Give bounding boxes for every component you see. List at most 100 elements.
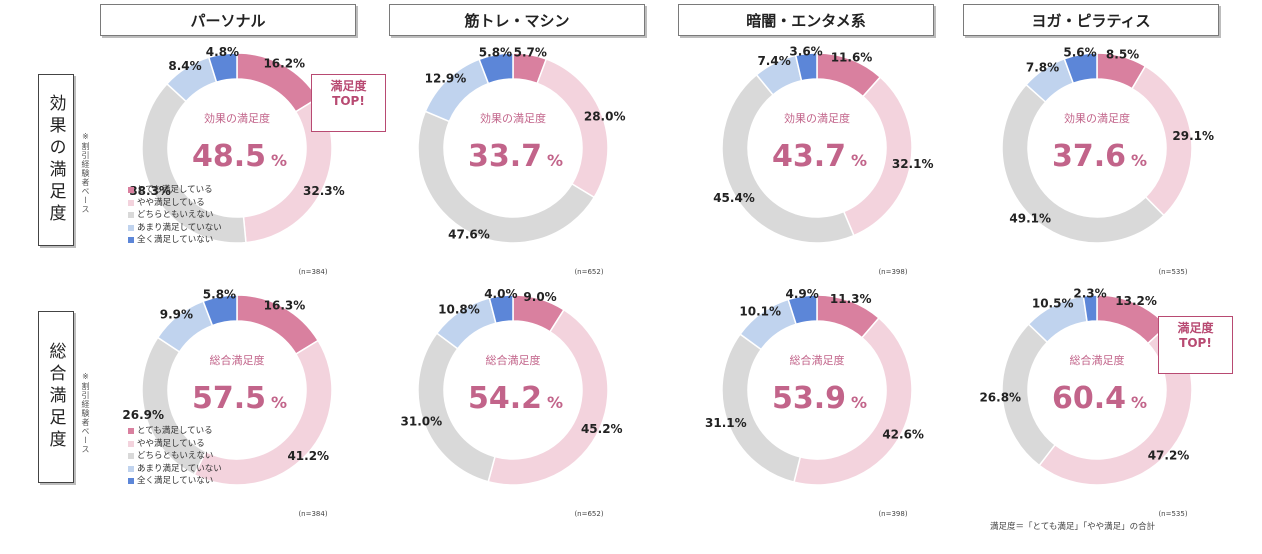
legend-label: どちらともいえない (137, 210, 214, 220)
column-header-entertainment: 暗闇・エンタメ系 (678, 4, 934, 36)
legend-item: やや満足している (128, 438, 222, 451)
legend-label: あまり満足していない (137, 463, 222, 474)
donut-slice (478, 52, 514, 85)
donut-slice (787, 294, 818, 326)
column-header-personal: パーソナル (100, 4, 356, 36)
legend-swatch (128, 465, 134, 472)
donut-center-title: 総合満足度 (790, 353, 845, 367)
slice-value-label: 5.6% (1063, 45, 1096, 59)
slice-value-label: 11.3% (830, 292, 872, 306)
donut-center-unit: % (851, 393, 867, 412)
sample-size-label: (n=652) (574, 510, 603, 518)
legend-label: とても満足している (137, 426, 213, 436)
donut-center-title: 総合満足度 (210, 353, 265, 367)
slice-value-label: 32.3% (303, 184, 345, 198)
legend-item: どちらともいえない (128, 209, 222, 222)
donut-center-value: 57.5 (192, 381, 266, 416)
row-label-effect-satisfaction: 効果の満足度 (38, 74, 74, 246)
slice-value-label: 31.1% (705, 416, 747, 430)
slice-value-label: 4.0% (484, 287, 517, 301)
donut-slice (793, 316, 913, 486)
donut-center-value: 37.6 (1052, 139, 1126, 174)
callout-text: 満足度 (330, 79, 367, 93)
slice-value-label: 7.4% (757, 54, 790, 68)
donut-center-value: 43.7 (772, 139, 846, 174)
donut-slice (1001, 83, 1165, 244)
donut-center-unit: % (547, 151, 563, 170)
legend-overall: とても満足している やや満足している どちらともいえない あまり満足していない 全く満足… (128, 425, 222, 488)
slice-value-label: 16.2% (263, 56, 305, 70)
slice-value-label: 8.5% (1106, 47, 1139, 61)
sample-size-label: (n=398) (878, 268, 907, 276)
slice-value-label: 4.8% (206, 45, 239, 59)
donut-center-value: 54.2 (468, 381, 542, 416)
donut-center-unit: % (851, 151, 867, 170)
donut-slice (721, 73, 855, 244)
legend-swatch (128, 212, 134, 219)
callout-text: 満足度 (1177, 321, 1214, 335)
donut-slice (424, 58, 490, 123)
donut-center-unit: % (547, 393, 563, 412)
sample-size-label: (n=384) (298, 268, 327, 276)
donut-slice (488, 294, 514, 325)
donut-center-value: 33.7 (468, 139, 542, 174)
donut-center-title: 総合満足度 (1070, 353, 1125, 367)
legend-swatch (128, 237, 134, 244)
donut-chart: 9.0% 45.2% 31.0% 10.8% 4.0% 総合満足度 54.2 % (n=652) (401, 287, 623, 518)
donut-slice (1063, 52, 1098, 85)
donut-center-title: 効果の満足度 (480, 111, 546, 125)
footnote: 満足度＝「とても満足」「やや満足」の合計 (990, 522, 1156, 532)
slice-value-label: 42.6% (882, 428, 924, 442)
legend-item: 全く満足していない (128, 234, 222, 247)
legend-label: 全く満足していない (137, 235, 214, 245)
slice-value-label: 8.4% (168, 59, 201, 73)
slice-value-label: 12.9% (425, 71, 467, 85)
slice-value-label: 10.8% (438, 302, 480, 316)
legend-swatch (128, 428, 134, 435)
donut-center-unit: % (1131, 151, 1147, 170)
legend-swatch (128, 187, 134, 194)
donut-slice (202, 294, 238, 327)
slice-value-label: 9.0% (523, 290, 556, 304)
donut-center-title: 総合満足度 (486, 353, 541, 367)
donut-center-value: 60.4 (1052, 381, 1126, 416)
donut-chart: 11.3% 42.6% 31.1% 10.1% 4.9% 総合満足度 53.9 % (n=398… (705, 287, 924, 518)
donut-chart: 5.7% 28.0% 47.6% 12.9% 5.8% 効果の満足度 33.7 % (n=652… (417, 46, 626, 276)
slice-value-label: 29.1% (1172, 129, 1214, 143)
legend-item: あまり満足していない (128, 222, 222, 235)
donut-slice (536, 58, 609, 199)
sample-size-label: (n=535) (1158, 510, 1187, 518)
legend-swatch (128, 199, 134, 206)
donut-chart: 16.2% 32.3% 38.3% 8.4% 4.8% 効果の満足度 48.5 % (n=384… (129, 45, 344, 276)
donut-center-title: 効果の満足度 (1064, 111, 1130, 125)
slice-value-label: 5.8% (203, 288, 236, 302)
slice-value-label: 13.2% (1115, 294, 1157, 308)
donut-slice (417, 110, 596, 244)
row-note-effect: ※割引経験者ベース (81, 132, 90, 214)
legend-label: やや満足している (137, 438, 205, 449)
sample-size-label: (n=535) (1158, 268, 1187, 276)
donut-center-title: 効果の満足度 (784, 111, 850, 125)
slice-value-label: 41.2% (287, 449, 329, 463)
column-header-yoga: ヨガ・ピラティス (963, 4, 1219, 36)
legend-label: あまり満足していない (137, 222, 222, 233)
slice-value-label: 45.2% (581, 422, 623, 436)
legend-label: とても満足している (137, 185, 213, 195)
slice-value-label: 26.9% (122, 408, 164, 422)
slice-value-label: 3.6% (789, 45, 822, 59)
slice-value-label: 38.3% (129, 184, 171, 198)
slice-value-label: 28.0% (584, 109, 626, 123)
donut-center-value: 53.9 (772, 381, 846, 416)
slice-value-label: 26.8% (979, 390, 1021, 404)
donut-slice (141, 82, 247, 244)
donut-center-value: 48.5 (192, 139, 266, 174)
slice-value-label: 4.9% (785, 287, 818, 301)
slice-value-label: 49.1% (1009, 211, 1051, 225)
donut-center-unit: % (271, 151, 287, 170)
donut-center-title: 効果の満足度 (204, 111, 270, 125)
legend-label: 全く満足していない (137, 476, 214, 486)
callout-text: TOP! (1179, 336, 1212, 350)
slice-value-label: 16.3% (264, 298, 306, 312)
slice-value-label: 31.0% (401, 415, 443, 429)
